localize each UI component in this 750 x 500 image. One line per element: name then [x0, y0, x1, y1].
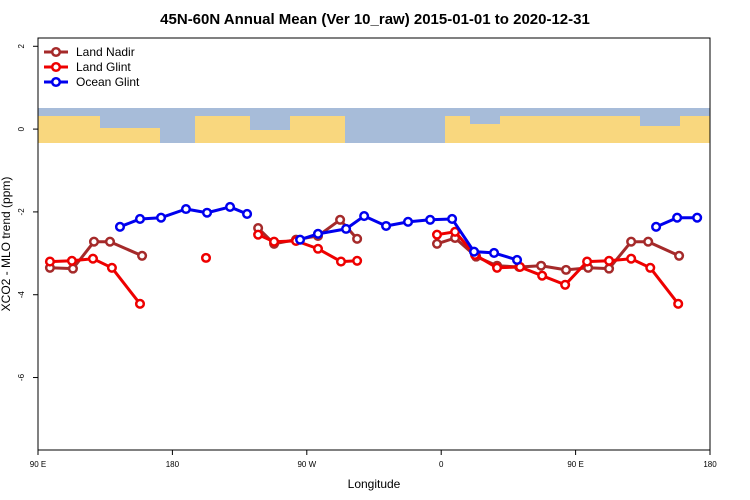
map-sea — [38, 108, 710, 116]
data-point — [431, 229, 443, 240]
data-point — [425, 214, 436, 225]
data-point — [643, 236, 654, 247]
map-sea — [640, 116, 680, 126]
data-point — [536, 260, 547, 271]
map-sea — [250, 116, 290, 130]
data-point — [674, 250, 685, 261]
data-point — [537, 270, 548, 281]
data-point — [242, 208, 253, 220]
legend-label: Ocean Glint — [76, 75, 140, 89]
data-point — [156, 212, 167, 223]
data-point — [269, 236, 280, 247]
data-point — [88, 236, 100, 247]
legend-label: Land Nadir — [76, 45, 135, 59]
x-tick-label: 90 W — [297, 460, 316, 469]
data-point — [224, 201, 236, 212]
data-point — [44, 256, 55, 267]
data-point — [201, 207, 213, 218]
map-sea — [160, 116, 195, 143]
data-point — [341, 223, 352, 234]
data-point — [673, 298, 684, 309]
data-point — [312, 228, 324, 239]
y-tick-label: -2 — [17, 208, 26, 216]
data-point — [604, 255, 615, 266]
data-point — [604, 263, 615, 274]
y-axis-label: XCO2 - MLO trend (ppm) — [0, 177, 13, 312]
data-point — [512, 254, 523, 265]
x-axis-label: Longitude — [348, 477, 401, 491]
data-point — [312, 243, 324, 254]
data-point — [492, 262, 503, 273]
plot-frame — [37, 37, 711, 451]
x-tick-label: 90 E — [567, 460, 583, 469]
data-point — [582, 256, 593, 267]
legend-label: Land Glint — [76, 60, 131, 74]
x-tick-label: 180 — [166, 460, 180, 469]
chart-title: 45N-60N Annual Mean (Ver 10_raw) 2015-01… — [160, 11, 590, 28]
data-point — [352, 233, 363, 244]
data-point — [447, 213, 458, 224]
legend-marker — [50, 46, 62, 58]
data-point — [692, 212, 703, 223]
map-strip — [38, 108, 710, 143]
data-point — [469, 246, 480, 257]
data-point — [134, 298, 146, 309]
data-point — [335, 256, 347, 267]
data-point — [114, 221, 126, 232]
data-point — [489, 247, 500, 258]
data-point — [104, 236, 116, 247]
data-point — [200, 252, 212, 263]
data-point — [359, 211, 370, 222]
x-tick-label: 0 — [439, 460, 444, 469]
y-tick-label: 0 — [17, 126, 26, 131]
data-point — [87, 253, 99, 264]
data-point — [352, 255, 363, 266]
map-sea — [345, 116, 445, 143]
data-point — [560, 264, 572, 275]
y-tick-label: -6 — [17, 373, 26, 381]
data-point — [672, 212, 683, 223]
data-point — [67, 263, 78, 274]
data-point — [253, 229, 264, 240]
y-tick-label: 2 — [17, 44, 26, 49]
data-point — [651, 221, 662, 232]
map-sea — [470, 116, 500, 124]
data-point — [66, 255, 77, 266]
data-point — [645, 262, 656, 273]
x-tick-label: 90 E — [30, 460, 46, 469]
data-point — [381, 220, 392, 232]
data-point — [180, 203, 192, 215]
data-point — [402, 216, 414, 227]
data-point — [335, 214, 346, 225]
data-point — [431, 238, 443, 249]
data-point — [626, 253, 637, 264]
data-point — [450, 226, 461, 237]
data-point — [560, 279, 571, 290]
data-point — [106, 262, 117, 273]
data-point — [626, 236, 637, 247]
y-tick-label: -4 — [17, 291, 26, 299]
data-point — [134, 213, 146, 224]
x-tick-label: 180 — [703, 460, 717, 469]
data-point — [295, 234, 306, 245]
legend-marker — [50, 61, 62, 73]
data-point — [137, 250, 148, 261]
legend-marker — [50, 76, 62, 88]
